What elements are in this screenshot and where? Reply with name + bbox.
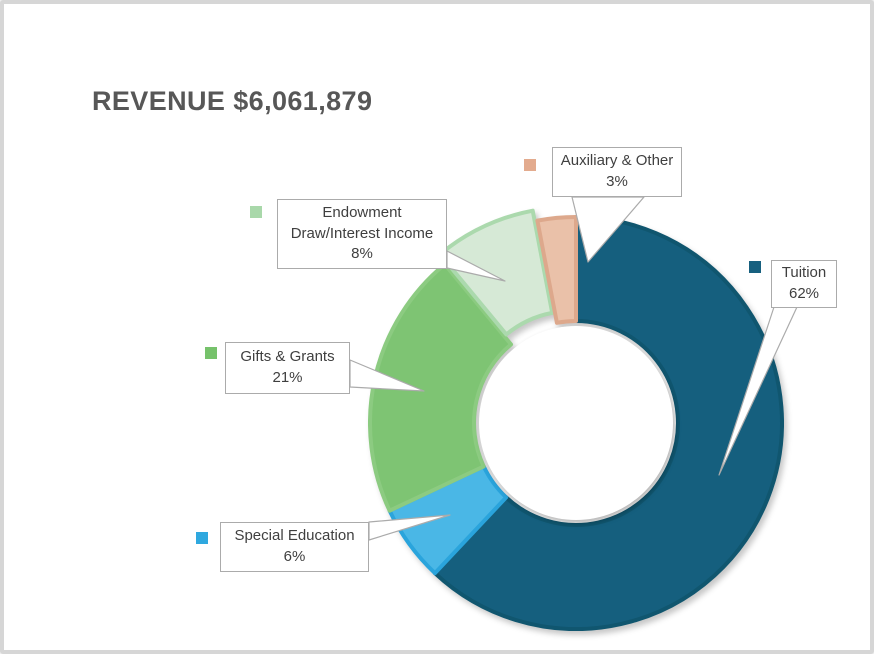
callout-endowment-value: 8%: [351, 245, 373, 263]
callout-gifts-grants-label: Gifts & Grants: [240, 348, 335, 366]
chart-title: REVENUE $6,061,879: [92, 86, 373, 116]
callout-auxiliary-value: 3%: [606, 173, 628, 190]
callout-auxiliary: Auxiliary & Other 3%: [552, 147, 682, 197]
callout-gifts-grants: Gifts & Grants 21%: [225, 342, 350, 394]
leader-endowment: [446, 250, 506, 282]
donut-chart: [349, 196, 798, 631]
donut-hole: [479, 326, 673, 520]
legend-marker-endowment: [250, 206, 262, 218]
legend-marker-tuition: [749, 261, 761, 273]
callout-special-education-label: Special Education: [234, 527, 355, 545]
leader-special-education: [368, 514, 451, 541]
callout-special-education: Special Education 6%: [220, 522, 369, 572]
callout-endowment-label: Endowment Draw/Interest Income: [290, 203, 434, 242]
callout-tuition: Tuition 62%: [771, 260, 837, 308]
callout-endowment: Endowment Draw/Interest Income 8%: [277, 199, 447, 269]
slice-tuition: [432, 215, 784, 631]
callout-special-education-value: 6%: [283, 548, 306, 565]
callout-tuition-label: Tuition: [781, 264, 827, 282]
legend-marker-special-education: [196, 532, 208, 544]
callout-tuition-value: 62%: [788, 285, 820, 302]
callout-gifts-grants-value: 21%: [272, 369, 303, 386]
callout-auxiliary-label: Auxiliary & Other: [560, 152, 674, 170]
leader-auxiliary: [571, 196, 645, 263]
slice-endowment-draw-interest-income: [438, 208, 555, 337]
slice-gifts-grants: [368, 262, 513, 513]
legend-marker-auxiliary: [524, 159, 536, 171]
slice-auxiliary-other: [535, 215, 578, 325]
callout-leader-lines: [349, 196, 798, 541]
donut-slices: [368, 208, 784, 631]
leader-gifts-grants: [349, 359, 425, 392]
legend-marker-gifts-grants: [205, 347, 217, 359]
